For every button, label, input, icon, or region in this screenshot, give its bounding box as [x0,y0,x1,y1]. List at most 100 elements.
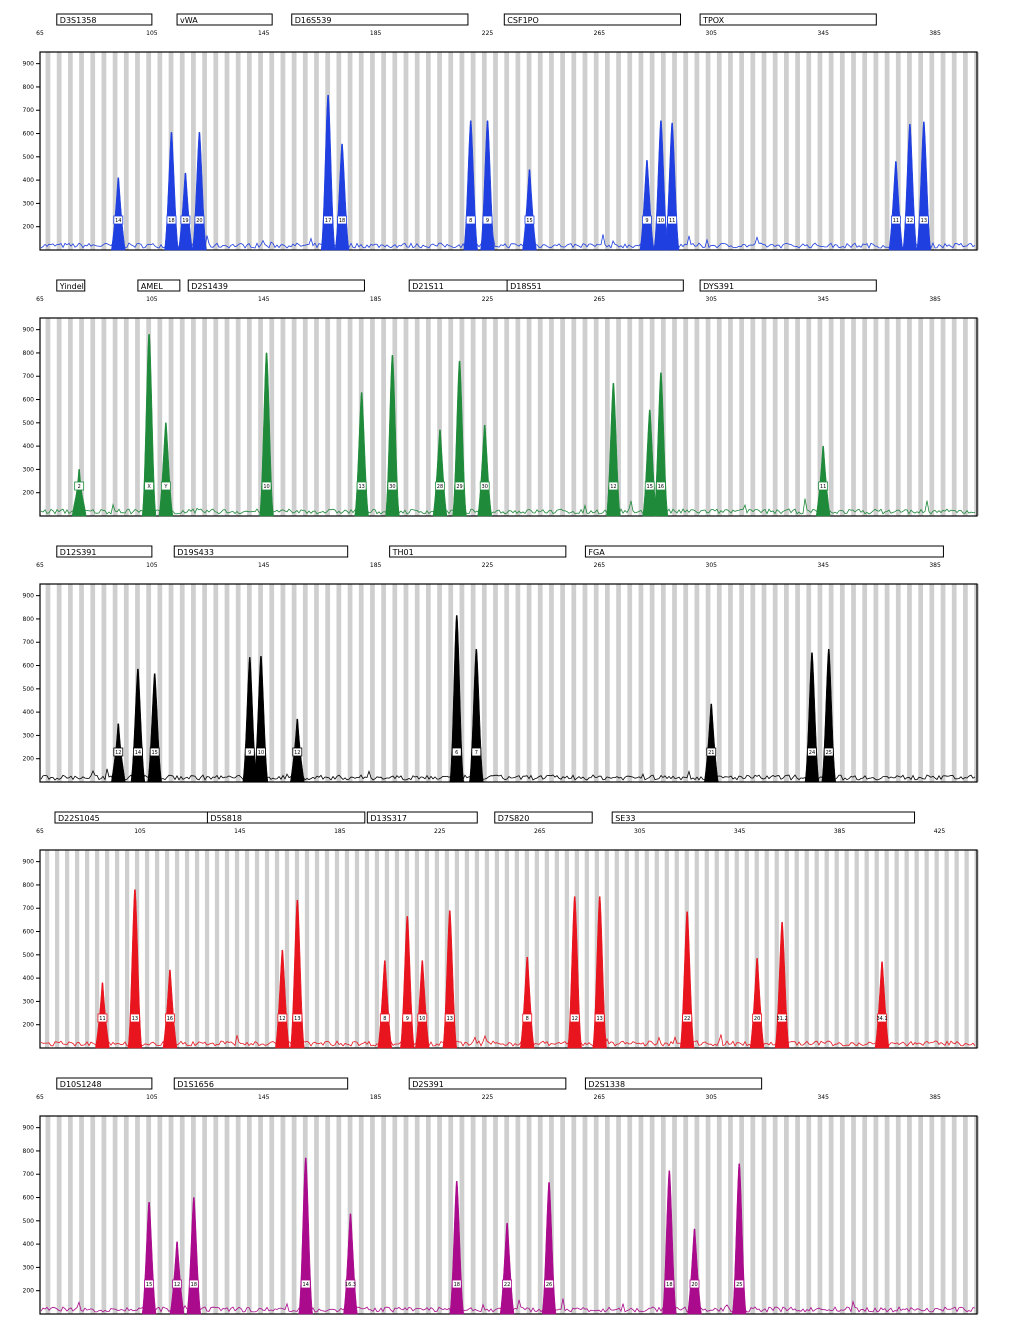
bin-stripe [660,584,666,782]
bin-stripe [638,584,644,782]
bin-stripe [604,318,610,516]
bin-stripe [924,850,929,1048]
allele-label: 14 [115,218,121,224]
bin-stripe [873,584,879,782]
bin-stripe [761,584,767,782]
bin-stripe [963,318,968,516]
bin-stripe [448,52,454,250]
bin-stripe [302,318,308,516]
bin-stripe [437,52,442,250]
bin-stripe [514,850,519,1048]
y-tick-label: 800 [23,882,35,889]
bin-stripe [784,1116,789,1314]
peak [567,896,583,1049]
bin-stripe [714,850,719,1048]
bin-stripe [638,52,644,250]
allele-box [642,215,652,225]
allele-box [323,215,333,225]
bin-stripe [194,850,200,1048]
bin-stripe [384,850,390,1048]
bin-stripe [582,1116,588,1314]
bin-stripe [761,1116,767,1314]
allele-box [644,481,655,491]
peak [664,122,680,251]
bin-stripe [258,1116,263,1314]
x-tick-label: 265 [594,296,606,303]
bin-stripe [104,850,110,1048]
bin-stripe [484,850,490,1048]
bin-stripe [772,318,778,516]
x-tick-label: 145 [258,1094,270,1101]
bin-stripe [940,318,946,516]
peak [164,132,179,251]
bin-stripe [168,318,174,516]
bin-stripe [560,52,565,250]
bin-stripe [817,1116,823,1314]
y-tick-label: 800 [23,350,35,357]
bin-stripe [560,1116,565,1314]
bin-stripe [537,1116,543,1314]
allele-label: 18 [666,1282,672,1288]
locus-box [187,279,365,292]
bin-stripe [750,1116,756,1314]
bin-stripe [627,52,633,250]
allele-label: 8 [526,1016,529,1022]
bin-stripe [929,318,935,516]
bin-stripe [414,318,420,516]
bin-stripe [944,850,949,1048]
bin-stripe [437,318,442,516]
bin-stripe [168,584,174,782]
y-tick-label: 600 [23,663,35,670]
locus-box [503,13,682,26]
bin-stripe [358,52,364,250]
bin-stripe [593,1116,599,1314]
allele-box [807,747,817,757]
plot-frame [39,51,978,251]
bin-stripe [907,1116,912,1314]
bin-stripe [894,850,899,1048]
bin-stripe [67,1116,73,1314]
bin-stripe [884,850,889,1048]
bin-stripe [795,584,800,782]
bin-stripe [862,52,868,250]
bin-stripe [470,1116,476,1314]
y-tick-label: 700 [23,639,35,646]
y-tick-label: 400 [23,975,35,982]
allele-box [656,215,666,225]
bin-stripe [144,850,150,1048]
allele-label: 30 [482,484,488,490]
locus-box [506,279,684,292]
bin-stripe [784,584,789,782]
peak [902,123,918,251]
x-tick-label: 305 [706,562,718,569]
bin-stripe [481,1116,487,1314]
x-tick-label: 225 [482,562,494,569]
bin-stripe [325,1116,331,1314]
allele-box [502,1279,513,1289]
bin-stripe [135,318,140,516]
bin-stripe [314,52,319,250]
x-tick-label: 265 [534,828,546,835]
allele-box [402,1013,413,1023]
bin-stripe [795,318,800,516]
locus-box [56,13,153,26]
bin-stripe [174,850,180,1048]
bin-stripe [604,1116,610,1314]
bin-stripe [817,318,823,516]
bin-stripe [168,1116,174,1314]
bin-stripe [817,52,823,250]
locus-label: D10S1248 [60,1080,102,1089]
bin-stripe [772,584,778,782]
bin-stripe [683,1116,689,1314]
bin-stripe [515,52,521,250]
bin-stripe [795,52,800,250]
bin-stripe [616,52,621,250]
allele-box [706,747,717,757]
x-tick-label: 145 [258,30,270,37]
allele-label: 10 [263,484,269,490]
allele-box [130,1013,140,1023]
allele-label: 17 [325,218,331,224]
bin-stripe [672,52,677,250]
bin-stripe [124,850,130,1048]
bin-stripe [354,850,360,1048]
